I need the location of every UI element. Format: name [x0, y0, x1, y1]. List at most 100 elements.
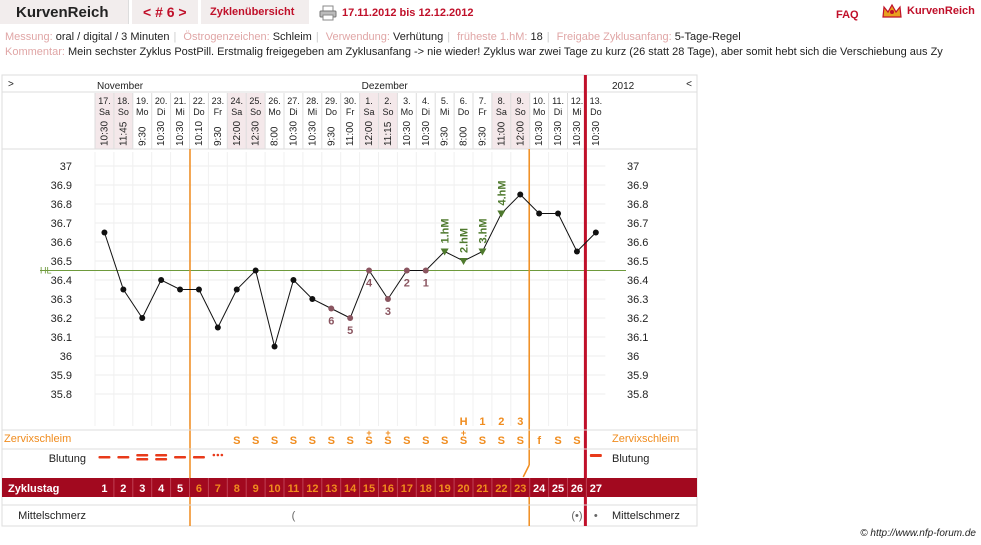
peak-count-label: H [460, 416, 468, 428]
bleeding-mark [155, 454, 168, 457]
temperature-point [309, 296, 316, 302]
cycle-number[interactable]: < # 6 > [143, 4, 187, 20]
zyklustag-number: 10 [268, 483, 280, 495]
measure-time: 12:30 [251, 121, 262, 146]
weekend-header-shade [510, 93, 530, 149]
day-weekday: So [118, 107, 129, 117]
day-weekday: Mi [572, 107, 582, 117]
day-date: 12. [571, 96, 584, 106]
temperature-point [517, 191, 524, 198]
day-date: 24. [230, 96, 243, 106]
zyklustag-number: 8 [234, 483, 240, 495]
day-date: 26. [268, 96, 281, 106]
day-date: 10. [533, 96, 546, 106]
temperature-point [139, 315, 146, 321]
cycle-overview-tab[interactable]: Zyklenübersicht [201, 0, 309, 24]
zyklustag-number: 14 [344, 483, 357, 495]
mucus-value: S [309, 435, 316, 447]
y-tick-left: 36.5 [51, 256, 72, 268]
day-weekday: Di [422, 107, 431, 117]
high-measurement-marker [440, 248, 449, 256]
mittelschmerz-mark: • [594, 510, 598, 522]
cycle-overview-label[interactable]: Zyklenübersicht [210, 6, 295, 18]
cycle-navigator[interactable]: < # 6 > [132, 0, 198, 24]
y-tick-right: 36.1 [627, 332, 648, 344]
mucus-value: S [554, 435, 561, 447]
day-date: 6. [460, 96, 468, 106]
weekend-header-shade [227, 93, 247, 149]
zyklustag-number: 2 [120, 483, 126, 495]
verwendung-label: Verwendung: [325, 31, 390, 43]
measure-time: 8:00 [270, 126, 281, 146]
peak-count-label: 2 [498, 416, 504, 428]
frueheste-value: 18 [530, 31, 543, 43]
measure-time: 8:00 [459, 126, 470, 146]
day-date: 8. [498, 96, 506, 106]
low-measurement-number: 2 [404, 278, 410, 290]
measure-time: 10:30 [99, 121, 110, 146]
zyklustag-number: 17 [401, 483, 413, 495]
spotting-dot [220, 453, 224, 457]
temperature-point [403, 267, 410, 274]
weekend-header-shade [378, 93, 398, 149]
measure-time: 11:00 [496, 121, 507, 146]
brand-tab[interactable]: KurvenReich [0, 0, 129, 24]
weekend-header-shade [95, 93, 114, 149]
high-measurement-label: 1.hM [440, 218, 452, 243]
spotting-dot [216, 453, 220, 457]
low-measurement-number: 5 [347, 325, 353, 337]
zyklustag-number: 22 [495, 483, 507, 495]
y-tick-right: 36.4 [627, 275, 648, 287]
zyklustag-number: 27 [590, 483, 602, 495]
zyklustag-number: 4 [158, 483, 165, 495]
mucus-value: S [517, 435, 524, 447]
y-tick-left: 36.6 [51, 237, 72, 249]
low-measurement-number: 1 [423, 278, 429, 290]
crown-logo-icon [882, 3, 902, 18]
day-date: 13. [590, 96, 603, 106]
measure-time: 10:30 [288, 121, 299, 146]
temperature-point [177, 286, 184, 293]
day-date: 20. [155, 96, 168, 106]
temperature-point [536, 210, 543, 217]
high-measurement-marker [459, 258, 468, 265]
nav-left-arrow[interactable]: > [8, 79, 14, 90]
nav-right-arrow[interactable]: < [686, 79, 692, 90]
printer-icon[interactable] [319, 5, 337, 21]
mucus-value: f [537, 435, 541, 447]
mucus-value: S [460, 435, 467, 447]
y-tick-left: 37 [60, 161, 72, 173]
day-date: 7. [479, 96, 487, 106]
measure-time: 10:30 [534, 121, 545, 146]
freigabe-value: 5-Tage-Regel [674, 31, 741, 43]
day-date: 27. [287, 96, 300, 106]
measure-time: 9:30 [213, 126, 224, 146]
measure-time: 10:30 [307, 121, 318, 146]
low-measurement-number: 6 [328, 316, 334, 328]
y-tick-right: 36.6 [627, 237, 648, 249]
y-tick-left: 36.8 [51, 199, 72, 211]
temperature-point [158, 277, 165, 283]
peak-count-label: 1 [479, 416, 485, 428]
measure-time: 10:30 [175, 121, 186, 146]
day-weekday: Di [157, 107, 166, 117]
mittelschmerz-label-left: Mittelschmerz [18, 510, 86, 522]
blutung-label-left: Blutung [49, 453, 86, 465]
zyklustag-bar [2, 478, 697, 497]
day-weekday: Fr [478, 107, 487, 117]
day-weekday: So [515, 107, 526, 117]
oestrogen-value: Schleim [272, 31, 312, 43]
faq-link[interactable]: FAQ [836, 9, 859, 21]
day-date: 30. [344, 96, 357, 106]
high-measurement-marker [478, 248, 487, 256]
bleeding-mark [136, 454, 149, 457]
y-tick-right: 36.3 [627, 294, 648, 306]
zyklustag-number: 15 [363, 483, 375, 495]
y-tick-right: 36.9 [627, 180, 648, 192]
day-weekday: Do [458, 107, 470, 117]
brand-name[interactable]: KurvenReich [16, 4, 109, 21]
mucus-value: S [573, 435, 580, 447]
y-tick-left: 36.4 [51, 275, 72, 287]
day-weekday: Do [590, 107, 602, 117]
temperature-point [120, 286, 127, 293]
